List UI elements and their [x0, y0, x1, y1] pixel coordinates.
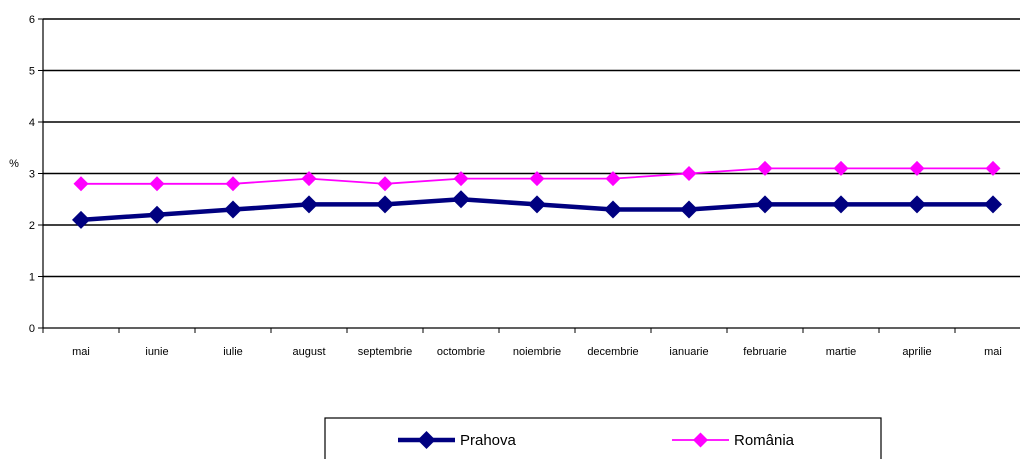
x-tick-label: mai — [72, 346, 90, 358]
x-tick-label: mai — [984, 346, 1002, 358]
x-tick-label: aprilie — [902, 346, 931, 358]
x-tick-label: ianuarie — [669, 346, 708, 358]
y-tick-label: 1 — [29, 272, 35, 284]
x-tick-label: septembrie — [358, 346, 412, 358]
x-tick-label: decembrie — [587, 346, 638, 358]
x-tick-label: martie — [826, 346, 857, 358]
legend-label: România — [734, 432, 795, 449]
y-axis-label: % — [9, 158, 19, 170]
y-tick-label: 0 — [29, 323, 35, 335]
y-tick-label: 2 — [29, 220, 35, 232]
y-tick-label: 3 — [29, 169, 35, 181]
x-tick-label: februarie — [743, 346, 786, 358]
x-tick-label: august — [292, 346, 325, 358]
y-tick-label: 5 — [29, 66, 35, 78]
x-tick-label: iunie — [145, 346, 168, 358]
x-tick-label: octombrie — [437, 346, 485, 358]
y-tick-label: 4 — [29, 117, 35, 129]
legend-label: Prahova — [460, 432, 517, 449]
y-tick-label: 6 — [29, 14, 35, 26]
x-tick-label: iulie — [223, 346, 243, 358]
legend: Prahova România — [325, 418, 881, 459]
x-tick-label: noiembrie — [513, 346, 561, 358]
